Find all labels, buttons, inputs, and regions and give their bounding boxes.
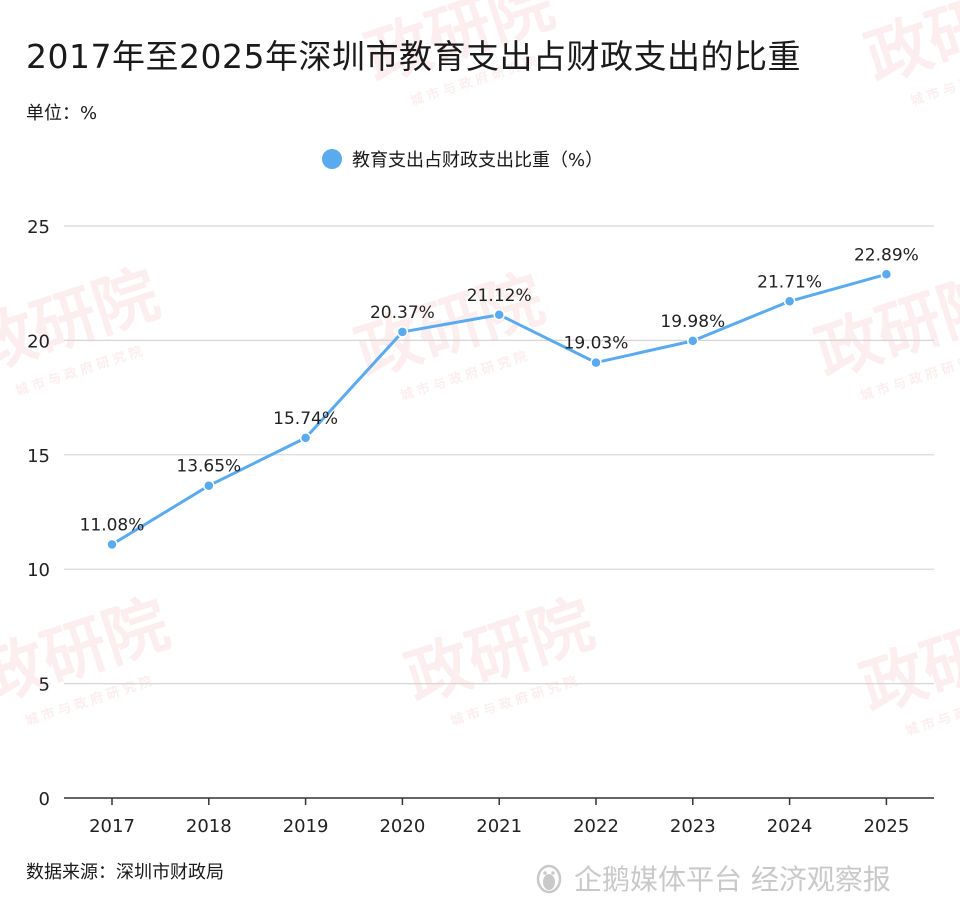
legend: 教育支出占财政支出比重（%） bbox=[322, 146, 603, 172]
data-label: 15.74% bbox=[273, 409, 338, 429]
data-label: 11.08% bbox=[80, 515, 145, 535]
data-label: 22.89% bbox=[854, 245, 919, 265]
data-point bbox=[299, 432, 312, 444]
penguin-icon bbox=[536, 864, 562, 894]
data-label: 13.65% bbox=[176, 457, 241, 477]
x-tick-label: 2025 bbox=[863, 816, 909, 837]
legend-label: 教育支出占财政支出比重（%） bbox=[352, 150, 604, 171]
x-tick-label: 2019 bbox=[283, 816, 329, 837]
data-point bbox=[396, 326, 409, 338]
data-point bbox=[203, 479, 215, 492]
chart-title: 2017年至2025年深圳市教育支出占财政支出的比重 bbox=[26, 37, 801, 76]
y-tick-label: 10 bbox=[27, 560, 50, 581]
data-label: 20.37% bbox=[370, 303, 435, 323]
data-label: 19.98% bbox=[660, 312, 725, 332]
data-point bbox=[783, 295, 796, 308]
y-tick-label: 20 bbox=[27, 331, 50, 352]
x-tick-label: 2017 bbox=[89, 816, 135, 837]
x-tick-label: 2024 bbox=[767, 816, 813, 837]
data-label: 21.71% bbox=[757, 272, 822, 292]
y-tick-label: 25 bbox=[27, 217, 50, 238]
brand-text: 企鹅媒体平台 经济观察报 bbox=[574, 863, 891, 896]
data-point bbox=[687, 335, 699, 347]
data-point bbox=[880, 268, 893, 281]
legend-marker bbox=[322, 149, 342, 169]
x-tick-label: 2018 bbox=[186, 816, 232, 837]
data-point bbox=[493, 309, 505, 321]
x-tick-label: 2020 bbox=[379, 816, 425, 837]
x-tick-label: 2022 bbox=[573, 816, 619, 837]
data-label: 21.12% bbox=[467, 286, 532, 306]
y-tick-label: 0 bbox=[39, 789, 50, 810]
unit-label: 单位：% bbox=[26, 103, 98, 124]
data-label: 19.03% bbox=[564, 334, 629, 354]
data-point bbox=[106, 538, 118, 551]
x-tick-label: 2021 bbox=[476, 816, 522, 837]
y-tick-label: 15 bbox=[27, 446, 50, 467]
data-point bbox=[590, 356, 602, 369]
x-tick-label: 2023 bbox=[670, 816, 716, 837]
y-tick-label: 5 bbox=[39, 675, 50, 696]
source-note: 数据来源：深圳市财政局 bbox=[26, 862, 224, 883]
brand-watermark: 企鹅媒体平台 经济观察报 bbox=[532, 858, 891, 898]
